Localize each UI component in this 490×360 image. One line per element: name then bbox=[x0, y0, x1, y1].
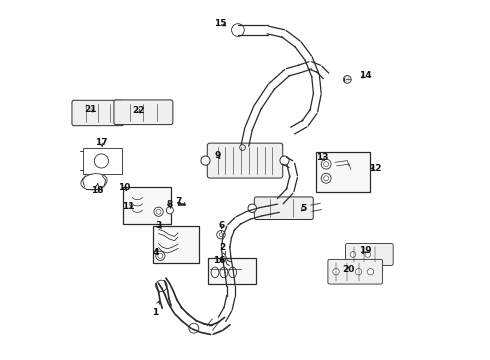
Text: 1: 1 bbox=[152, 301, 160, 317]
Text: 17: 17 bbox=[95, 139, 107, 148]
FancyBboxPatch shape bbox=[328, 259, 383, 284]
Circle shape bbox=[324, 162, 329, 167]
Text: 4: 4 bbox=[153, 248, 159, 257]
Text: 10: 10 bbox=[118, 183, 130, 192]
Circle shape bbox=[324, 176, 329, 181]
Circle shape bbox=[158, 253, 163, 258]
Text: 11: 11 bbox=[122, 202, 135, 211]
Text: 6: 6 bbox=[219, 221, 225, 230]
Text: 7: 7 bbox=[176, 197, 182, 206]
Circle shape bbox=[95, 154, 108, 168]
Ellipse shape bbox=[81, 174, 107, 190]
Circle shape bbox=[189, 323, 199, 333]
Text: 21: 21 bbox=[84, 105, 97, 114]
Circle shape bbox=[219, 233, 223, 237]
Text: 22: 22 bbox=[132, 106, 145, 115]
Circle shape bbox=[248, 204, 256, 212]
Bar bbox=[123, 187, 171, 224]
Circle shape bbox=[156, 280, 167, 292]
Circle shape bbox=[350, 252, 356, 257]
FancyBboxPatch shape bbox=[114, 100, 173, 125]
FancyBboxPatch shape bbox=[254, 197, 313, 220]
Circle shape bbox=[232, 24, 245, 36]
Text: 20: 20 bbox=[342, 265, 355, 274]
Text: 18: 18 bbox=[91, 183, 103, 195]
Bar bbox=[316, 152, 370, 192]
Circle shape bbox=[321, 173, 331, 183]
Circle shape bbox=[166, 207, 173, 214]
Ellipse shape bbox=[229, 267, 237, 278]
Bar bbox=[83, 148, 122, 174]
Text: 12: 12 bbox=[368, 164, 381, 173]
Circle shape bbox=[355, 269, 362, 275]
Text: 9: 9 bbox=[214, 151, 220, 160]
Bar bbox=[153, 226, 199, 263]
Text: 2: 2 bbox=[219, 243, 225, 255]
Circle shape bbox=[365, 252, 370, 257]
Circle shape bbox=[217, 230, 225, 239]
Text: 3: 3 bbox=[156, 221, 162, 230]
Text: 8: 8 bbox=[166, 200, 172, 209]
Text: 13: 13 bbox=[317, 153, 329, 162]
Circle shape bbox=[368, 269, 374, 275]
Circle shape bbox=[343, 76, 351, 83]
Circle shape bbox=[240, 145, 245, 150]
Text: 16: 16 bbox=[213, 256, 226, 265]
FancyBboxPatch shape bbox=[72, 100, 124, 126]
Bar bbox=[208, 258, 256, 284]
Circle shape bbox=[156, 209, 161, 214]
Ellipse shape bbox=[211, 267, 219, 278]
Circle shape bbox=[280, 156, 289, 165]
Circle shape bbox=[333, 269, 339, 275]
Text: 5: 5 bbox=[300, 204, 306, 213]
FancyBboxPatch shape bbox=[207, 143, 283, 178]
Circle shape bbox=[201, 156, 210, 165]
Ellipse shape bbox=[220, 267, 228, 278]
Text: 14: 14 bbox=[359, 71, 371, 80]
Circle shape bbox=[321, 159, 331, 169]
FancyBboxPatch shape bbox=[345, 243, 393, 265]
Circle shape bbox=[156, 251, 165, 260]
Text: 19: 19 bbox=[359, 246, 371, 255]
Circle shape bbox=[154, 207, 163, 216]
Text: 15: 15 bbox=[214, 18, 226, 27]
